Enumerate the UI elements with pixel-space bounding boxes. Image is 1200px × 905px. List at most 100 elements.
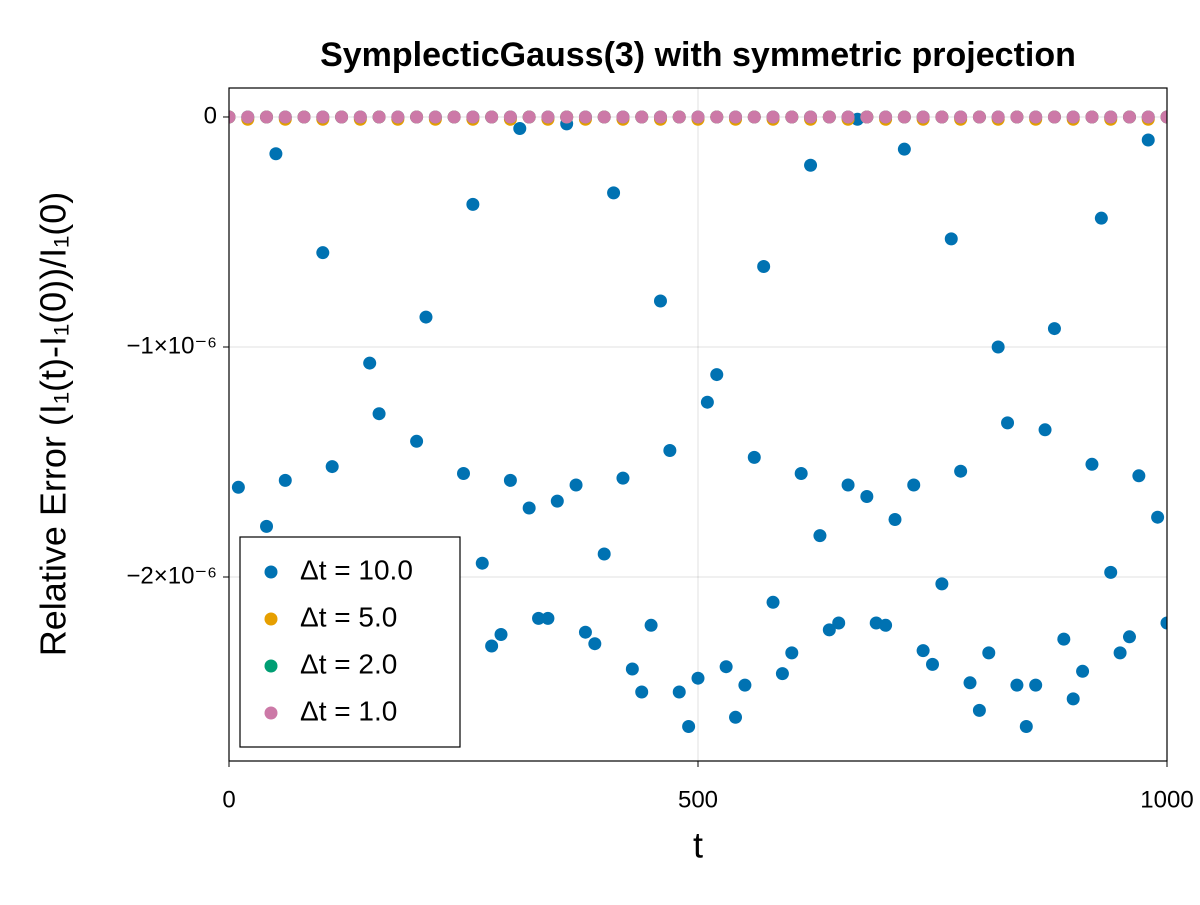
- point: [316, 110, 330, 124]
- legend: Δt = 10.0 Δt = 5.0 Δt = 2.0 Δt = 1.0: [239, 536, 461, 748]
- point: [860, 110, 874, 124]
- point: [672, 110, 686, 124]
- point: [513, 121, 527, 135]
- y-tick-label: −1×10⁻⁶: [126, 332, 217, 359]
- point: [766, 595, 780, 609]
- point: [860, 489, 874, 503]
- point: [229, 110, 236, 124]
- point: [1122, 630, 1136, 644]
- point: [691, 671, 705, 685]
- point: [1057, 632, 1071, 646]
- point: [1160, 616, 1167, 630]
- point: [954, 464, 968, 478]
- point: [879, 618, 893, 632]
- point: [710, 110, 724, 124]
- point: [907, 478, 921, 492]
- point: [625, 662, 639, 676]
- point: [616, 110, 630, 124]
- legend-marker: [264, 565, 278, 579]
- point: [1010, 110, 1024, 124]
- point: [541, 611, 555, 625]
- point: [419, 310, 433, 324]
- point: [372, 110, 386, 124]
- x-axis-label: t: [693, 825, 703, 866]
- legend-label: Δt = 1.0: [300, 695, 397, 726]
- point: [682, 719, 696, 733]
- plot-area: [229, 110, 1167, 733]
- point: [1029, 110, 1043, 124]
- point: [588, 637, 602, 651]
- point: [785, 110, 799, 124]
- point: [447, 110, 461, 124]
- point: [916, 110, 930, 124]
- point: [475, 556, 489, 570]
- point: [1076, 664, 1090, 678]
- point: [1085, 110, 1099, 124]
- point: [822, 110, 836, 124]
- point: [363, 356, 377, 370]
- point: [972, 703, 986, 717]
- point: [616, 471, 630, 485]
- point: [485, 639, 499, 653]
- point: [738, 678, 752, 692]
- point: [578, 625, 592, 639]
- point: [1151, 510, 1165, 524]
- point: [841, 478, 855, 492]
- point: [494, 627, 508, 641]
- point: [972, 110, 986, 124]
- point: [1094, 211, 1108, 225]
- point: [719, 660, 733, 674]
- point: [897, 110, 911, 124]
- point: [804, 158, 818, 172]
- point: [982, 646, 996, 660]
- point: [832, 616, 846, 630]
- point: [569, 478, 583, 492]
- point: [653, 110, 667, 124]
- point: [1001, 416, 1015, 430]
- point: [260, 519, 274, 533]
- point: [944, 232, 958, 246]
- point: [757, 259, 771, 273]
- point: [963, 676, 977, 690]
- point: [729, 710, 743, 724]
- point: [935, 110, 949, 124]
- legend-label: Δt = 2.0: [300, 648, 397, 679]
- point: [897, 142, 911, 156]
- point: [316, 246, 330, 260]
- point: [888, 512, 902, 526]
- point: [747, 110, 761, 124]
- y-axis-label: Relative Error (I₁(t)-I₁(0))/I₁(0): [33, 192, 74, 656]
- point: [325, 460, 339, 474]
- point: [1038, 423, 1052, 437]
- point: [785, 646, 799, 660]
- point: [1113, 646, 1127, 660]
- point: [775, 667, 789, 681]
- point: [729, 110, 743, 124]
- point: [278, 473, 292, 487]
- point: [457, 466, 470, 480]
- point: [644, 618, 658, 632]
- point: [1066, 110, 1080, 124]
- x-tick-label: 500: [678, 786, 718, 813]
- legend-label: Δt = 10.0: [300, 554, 413, 585]
- point: [466, 110, 480, 124]
- point: [672, 685, 686, 699]
- y-tick-label: −2×10⁻⁶: [126, 562, 217, 589]
- point: [532, 611, 546, 625]
- point: [597, 547, 611, 561]
- point: [700, 395, 714, 409]
- y-tick-label: 0: [204, 102, 217, 129]
- point: [241, 110, 255, 124]
- point: [691, 110, 705, 124]
- point: [879, 110, 893, 124]
- point: [926, 657, 939, 671]
- point: [954, 110, 968, 124]
- legend-label: Δt = 5.0: [300, 601, 397, 632]
- point: [503, 473, 517, 487]
- legend-marker: [264, 612, 278, 626]
- point: [635, 110, 649, 124]
- point: [278, 110, 292, 124]
- point: [522, 501, 536, 515]
- point: [607, 186, 621, 200]
- point: [297, 110, 311, 124]
